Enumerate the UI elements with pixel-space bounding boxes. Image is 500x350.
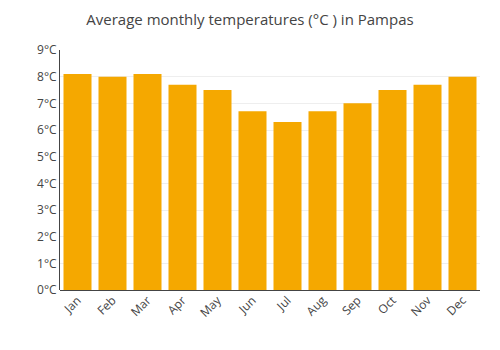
svg-text:Sep: Sep xyxy=(338,292,365,319)
svg-text:0°C: 0°C xyxy=(37,281,57,298)
svg-text:6°C: 6°C xyxy=(37,121,57,138)
svg-text:Mar: Mar xyxy=(127,292,155,320)
svg-text:Feb: Feb xyxy=(93,292,119,318)
svg-text:8°C: 8°C xyxy=(37,68,57,85)
svg-text:Nov: Nov xyxy=(407,292,435,320)
svg-text:Aug: Aug xyxy=(302,292,330,320)
svg-text:Oct: Oct xyxy=(374,292,400,318)
svg-text:1°C: 1°C xyxy=(37,255,57,272)
svg-text:3°C: 3°C xyxy=(37,201,57,218)
svg-text:Jun: Jun xyxy=(234,292,259,317)
svg-text:Dec: Dec xyxy=(443,292,470,319)
svg-text:2°C: 2°C xyxy=(37,228,57,245)
svg-text:Average monthly temperatures (: Average monthly temperatures (°C ) in Pa… xyxy=(86,9,413,29)
svg-text:Jul: Jul xyxy=(272,292,294,314)
svg-text:Apr: Apr xyxy=(164,292,190,318)
svg-text:Jan: Jan xyxy=(60,292,85,317)
svg-text:9°C: 9°C xyxy=(37,41,57,58)
svg-text:May: May xyxy=(196,291,225,320)
svg-text:4°C: 4°C xyxy=(37,175,57,192)
svg-text:5°C: 5°C xyxy=(37,148,57,165)
svg-text:7°C: 7°C xyxy=(37,95,57,112)
